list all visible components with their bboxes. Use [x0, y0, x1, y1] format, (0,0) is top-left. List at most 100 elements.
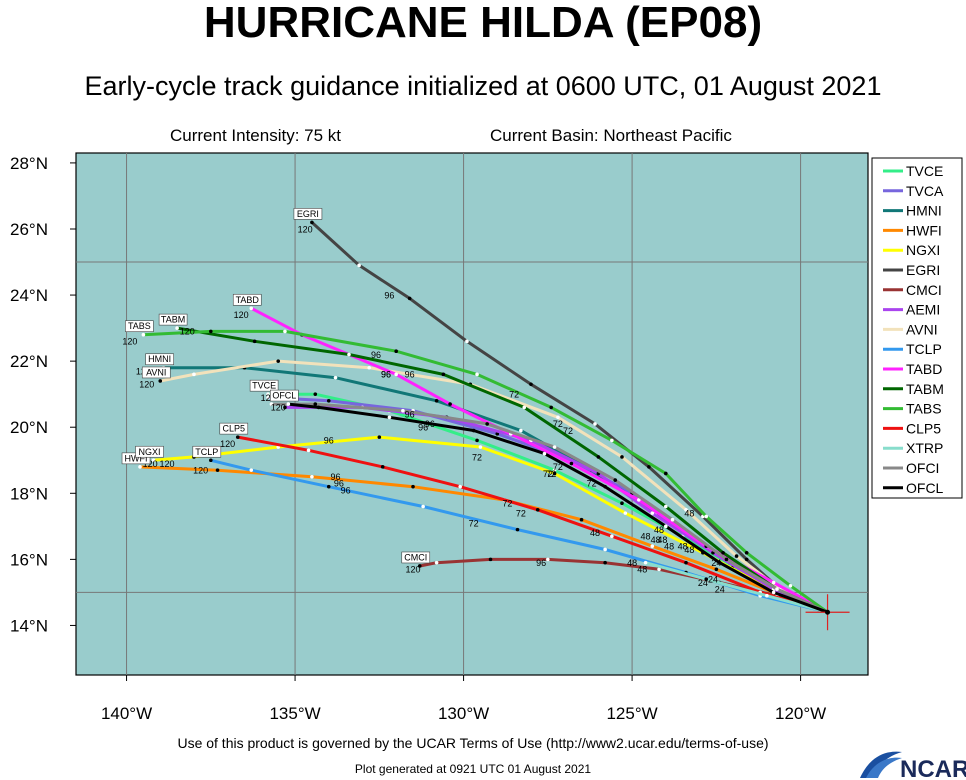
track-point: [657, 567, 661, 572]
track-point: [465, 339, 469, 344]
model-tag-ofcl: OFCL: [270, 389, 299, 402]
legend-entry: HWFI: [906, 222, 942, 238]
forecast-hour-label: 120: [261, 393, 276, 403]
track-point: [269, 402, 274, 406]
track-point: [663, 524, 668, 529]
track-point: [249, 468, 254, 472]
model-tag-ngxi: NGXI: [135, 445, 164, 458]
track-point: [579, 517, 584, 522]
track-point: [610, 534, 614, 539]
forecast-hour-label: 96: [341, 485, 351, 495]
model-tag-text: HMNI: [148, 354, 171, 364]
track-point: [411, 484, 415, 489]
track-point: [643, 560, 648, 565]
y-tick-label: 14°N: [10, 616, 48, 635]
forecast-hour-label: 96: [536, 558, 546, 568]
track-point: [141, 332, 146, 337]
track-point: [522, 405, 527, 410]
model-tag-tvce: TVCE: [249, 379, 279, 392]
forecast-hour-label: 96: [324, 436, 334, 446]
track-point: [542, 451, 547, 456]
legend-entry: AEMI: [906, 302, 940, 318]
track-point: [552, 445, 557, 449]
forecast-hour-label: 48: [684, 545, 694, 555]
track-point: [407, 296, 412, 301]
track-point: [266, 392, 270, 396]
forecast-hour-label: 72: [516, 508, 526, 518]
forecast-hour-label: 120: [122, 337, 137, 347]
track-tabs: [141, 329, 830, 614]
model-tag-text: EGRI: [297, 209, 319, 219]
model-tag-box: [158, 313, 188, 326]
y-tick-label: 26°N: [10, 220, 48, 239]
forecast-hour-label: 120: [193, 465, 208, 475]
model-tag-box: [232, 293, 262, 306]
track-point: [603, 547, 607, 552]
forecast-hour-label: 48: [641, 532, 651, 542]
track-point: [637, 498, 641, 502]
forecast-hour-label: 72: [469, 518, 479, 528]
track-point: [724, 557, 729, 562]
track-point: [535, 508, 540, 512]
track-point: [357, 263, 361, 268]
current-intensity: Current Intensity: 75 kt: [170, 126, 342, 145]
forecast-hour-label: 96: [418, 423, 428, 433]
model-tag-box: [293, 208, 323, 220]
track-point: [515, 527, 520, 532]
model-tag-box: [192, 445, 222, 458]
track-point: [434, 560, 439, 565]
forecast-hour-label: 72: [502, 499, 512, 509]
track-point: [249, 306, 254, 311]
track-point: [549, 405, 553, 410]
track-point: [569, 461, 574, 466]
track-point: [663, 471, 668, 476]
track-point: [175, 326, 179, 330]
forecast-hour-label: 72: [543, 469, 553, 479]
track-point: [610, 438, 614, 443]
legend-entry: AVNI: [906, 321, 938, 337]
model-tag-text: CLP5: [223, 424, 246, 434]
track-point: [623, 511, 628, 515]
track-point: [552, 468, 557, 472]
forecast-hour-label: 48: [678, 541, 688, 551]
forecast-hour-label: 96: [381, 370, 391, 380]
track-point: [603, 560, 607, 565]
track-point: [417, 564, 422, 568]
track-point: [650, 544, 655, 548]
track-point: [613, 478, 618, 482]
track-point: [448, 402, 452, 406]
legend-entry: NGXI: [906, 242, 940, 258]
legend-entry: TABD: [906, 361, 942, 377]
track-point: [283, 405, 287, 410]
legend-entry: OFCI: [906, 460, 939, 476]
track-point: [596, 455, 601, 459]
model-tag-text: OFCL: [272, 391, 296, 401]
forecast-hour-label: 72: [563, 426, 573, 436]
page-title: HURRICANE HILDA (EP08): [203, 0, 763, 47]
track-point: [326, 398, 331, 403]
track-point: [306, 448, 311, 453]
model-tag-box: [249, 379, 279, 392]
model-tag-egri: EGRI: [293, 208, 323, 220]
track-point: [192, 372, 196, 377]
forecast-hour-label: 120: [234, 310, 249, 320]
track-point: [771, 580, 776, 585]
forecast-hour-label: 48: [654, 525, 664, 535]
legend-entry: CLP5: [906, 420, 941, 436]
track-point: [394, 349, 398, 354]
y-tick-label: 20°N: [10, 418, 48, 437]
track-point: [471, 428, 476, 433]
forecast-hour-label: 120: [139, 380, 154, 390]
track-point: [485, 422, 489, 426]
track-tabm: [175, 326, 830, 614]
track-point: [209, 329, 213, 334]
track-point: [209, 458, 213, 463]
model-tag-text: TABS: [128, 321, 151, 331]
track-point: [380, 465, 385, 469]
model-tag-cmci: CMCI: [401, 551, 431, 564]
forecast-hour-label: 48: [637, 565, 647, 575]
y-tick-label: 22°N: [10, 352, 48, 371]
terms-of-use: Use of this product is governed by the U…: [177, 735, 769, 751]
forecast-hour-label: 96: [371, 350, 381, 360]
legend-entry: HMNI: [906, 203, 942, 219]
